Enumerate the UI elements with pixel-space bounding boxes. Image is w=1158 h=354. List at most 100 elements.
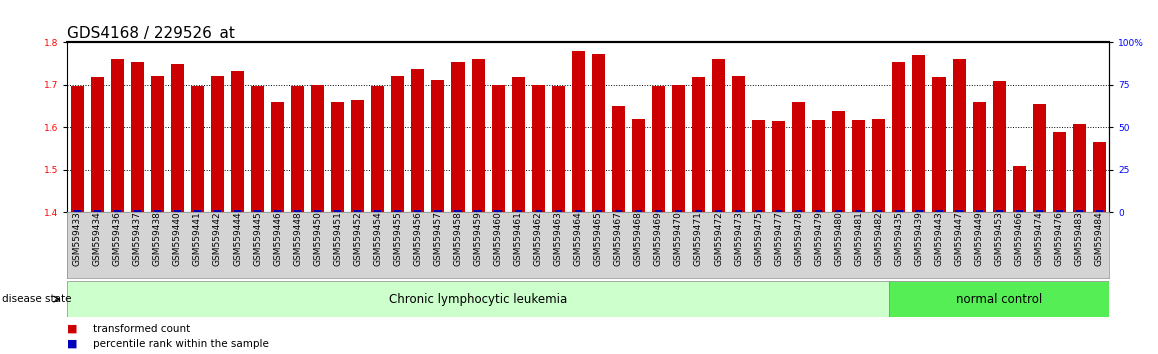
Bar <box>975 210 983 212</box>
Bar <box>471 59 484 212</box>
Text: percentile rank within the sample: percentile rank within the sample <box>93 339 269 349</box>
Bar <box>595 210 602 212</box>
Bar <box>1093 142 1106 212</box>
Bar <box>514 210 522 212</box>
Bar <box>254 210 262 212</box>
Bar <box>632 119 645 212</box>
Bar <box>654 210 662 212</box>
Bar <box>635 210 642 212</box>
Bar <box>291 86 305 212</box>
Bar <box>331 102 344 212</box>
Bar <box>454 210 462 212</box>
Bar <box>555 210 562 212</box>
Bar <box>434 210 441 212</box>
Bar <box>94 210 101 212</box>
Bar <box>856 210 863 212</box>
Bar <box>432 80 445 212</box>
Bar <box>772 121 785 212</box>
Bar <box>1012 166 1026 212</box>
Bar <box>714 210 723 212</box>
Bar <box>953 59 966 212</box>
Bar <box>71 86 83 212</box>
Bar <box>494 210 501 212</box>
Bar <box>1072 124 1086 212</box>
Bar <box>374 210 381 212</box>
Bar <box>154 210 161 212</box>
Bar <box>796 210 802 212</box>
Bar <box>452 62 464 212</box>
Bar <box>913 55 925 212</box>
Bar <box>111 59 124 212</box>
Bar <box>211 76 223 212</box>
Bar <box>815 210 822 212</box>
Bar <box>592 55 604 212</box>
Bar <box>274 210 281 212</box>
Bar <box>675 210 682 212</box>
Bar <box>351 100 365 212</box>
Bar <box>872 119 886 212</box>
Bar <box>535 210 542 212</box>
Bar <box>1035 210 1043 212</box>
Bar <box>755 210 762 212</box>
Bar <box>74 210 81 212</box>
Bar <box>171 64 184 212</box>
Bar <box>936 210 943 212</box>
Bar <box>312 85 324 212</box>
Text: transformed count: transformed count <box>93 324 190 333</box>
Bar <box>812 120 826 212</box>
Bar <box>572 51 585 212</box>
Bar <box>893 62 906 212</box>
Bar <box>611 106 625 212</box>
Bar <box>411 69 425 212</box>
Bar <box>574 210 581 212</box>
Bar <box>875 210 882 212</box>
Bar <box>695 210 702 212</box>
Text: normal control: normal control <box>957 293 1042 306</box>
Bar <box>133 210 141 212</box>
Bar <box>294 210 301 212</box>
Bar <box>1095 210 1102 212</box>
Bar <box>90 77 104 212</box>
Text: Chronic lymphocytic leukemia: Chronic lymphocytic leukemia <box>389 293 567 306</box>
Bar <box>672 85 686 212</box>
Bar <box>775 210 783 212</box>
Bar <box>151 76 164 212</box>
Bar <box>1053 132 1065 212</box>
Bar <box>996 210 1003 212</box>
Bar <box>1056 210 1063 212</box>
Text: ■: ■ <box>67 339 78 349</box>
Bar <box>113 210 120 212</box>
Bar <box>692 77 705 212</box>
Bar <box>615 210 622 212</box>
Bar <box>992 81 1005 212</box>
Bar <box>932 77 946 212</box>
Bar <box>131 62 144 212</box>
Bar <box>191 86 204 212</box>
Bar <box>415 210 422 212</box>
Bar <box>833 111 845 212</box>
Bar <box>955 210 962 212</box>
Bar <box>712 59 725 212</box>
Bar <box>174 210 181 212</box>
Bar <box>394 210 402 212</box>
Bar <box>732 76 745 212</box>
Bar <box>895 210 902 212</box>
Bar <box>230 72 244 212</box>
Bar <box>973 102 985 212</box>
Bar <box>1033 104 1046 212</box>
Bar <box>354 210 361 212</box>
Bar <box>193 210 201 212</box>
Bar <box>652 86 665 212</box>
Bar <box>314 210 321 212</box>
Text: disease state: disease state <box>2 294 72 304</box>
Bar <box>532 85 544 212</box>
Bar <box>889 281 1109 317</box>
Bar <box>1016 210 1023 212</box>
Bar <box>214 210 221 212</box>
Bar <box>271 102 284 212</box>
Bar <box>475 210 482 212</box>
Bar <box>752 120 765 212</box>
Bar <box>372 86 384 212</box>
Bar <box>792 102 805 212</box>
Bar <box>735 210 742 212</box>
